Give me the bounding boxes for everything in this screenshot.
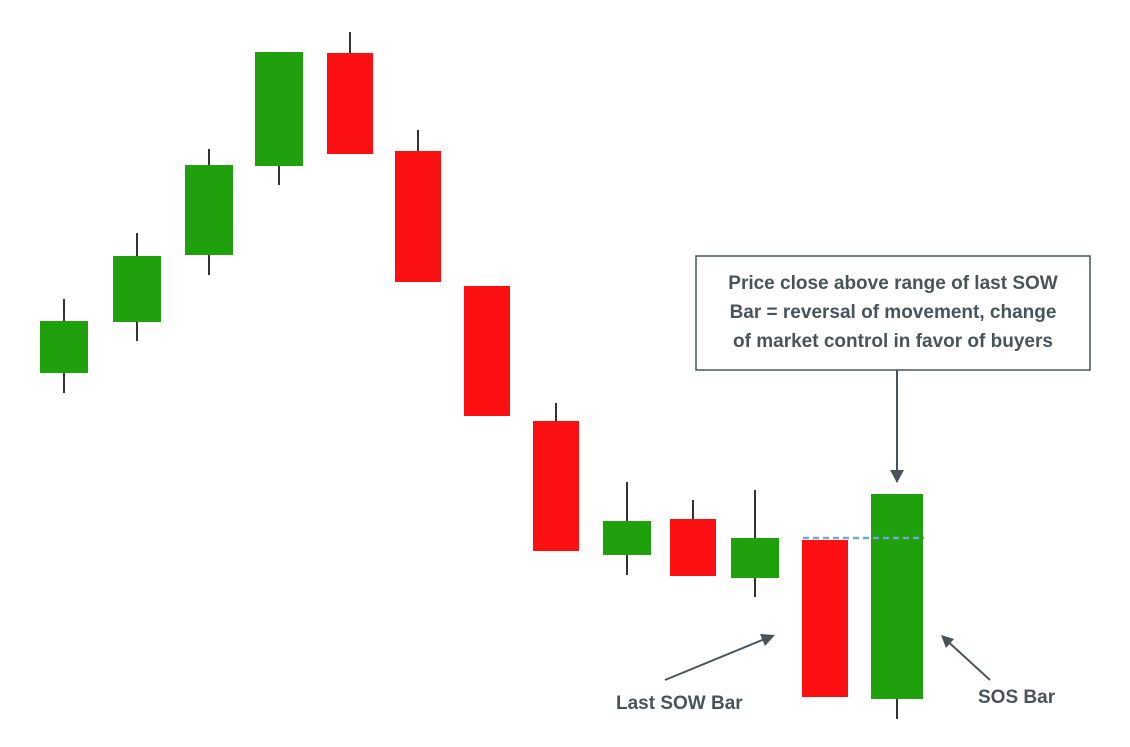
candle-body-bullish [113, 256, 161, 322]
candles-group [40, 32, 923, 719]
candle-body-bullish [255, 52, 303, 166]
candle-12-last-sow-bar [802, 540, 848, 697]
candle-9 [603, 482, 651, 575]
candle-body-bearish [327, 53, 373, 154]
sos-arrow [942, 636, 991, 681]
candle-4 [255, 52, 303, 185]
callout-line-3: of market control in favor of buyers [733, 331, 1053, 352]
candle-1 [40, 299, 88, 393]
candle-13-sos-bar [871, 494, 923, 719]
candle-body-bearish [464, 286, 510, 416]
candle-body-bullish [731, 538, 779, 578]
candle-6 [395, 130, 441, 282]
candle-7 [464, 286, 510, 416]
last-sow-arrow-head [760, 634, 775, 646]
candle-body-bearish [670, 519, 716, 576]
candle-body-bullish [603, 521, 651, 555]
candle-body-bearish [802, 540, 848, 697]
callout-line-1: Price close above range of last SOW [728, 273, 1058, 294]
candle-11 [731, 490, 779, 597]
candle-body-bullish [40, 321, 88, 373]
callout-line-2: Bar = reversal of movement, change [730, 302, 1057, 323]
callout-arrow-head [890, 470, 904, 483]
last-sow-bar-label: Last SOW Bar [616, 693, 743, 714]
candle-10 [670, 500, 716, 576]
callout: Price close above range of last SOW Bar … [695, 255, 1091, 371]
sos-bar-label: SOS Bar [978, 687, 1056, 708]
candle-body-bullish [185, 165, 233, 255]
candle-2 [113, 233, 161, 341]
candle-body-bearish [395, 151, 441, 282]
last-sow-arrow [664, 635, 773, 681]
candle-3 [185, 149, 233, 275]
candle-5 [327, 32, 373, 154]
sos-arrow-head [941, 635, 954, 648]
candle-body-bullish [871, 494, 923, 699]
callout-box [695, 255, 1091, 371]
candle-body-bearish [533, 421, 579, 551]
candle-8 [533, 403, 579, 551]
